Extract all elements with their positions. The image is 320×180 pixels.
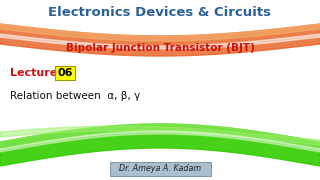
FancyBboxPatch shape — [109, 161, 211, 176]
Text: Relation between  α, β, γ: Relation between α, β, γ — [10, 91, 140, 101]
Text: Bipolar Junction Transistor (BJT): Bipolar Junction Transistor (BJT) — [66, 43, 254, 53]
Text: 06: 06 — [57, 68, 73, 78]
Text: Dr. Ameya A. Kadam: Dr. Ameya A. Kadam — [119, 164, 201, 173]
Text: Lecture: Lecture — [10, 68, 57, 78]
Text: Electronics Devices & Circuits: Electronics Devices & Circuits — [49, 6, 271, 19]
